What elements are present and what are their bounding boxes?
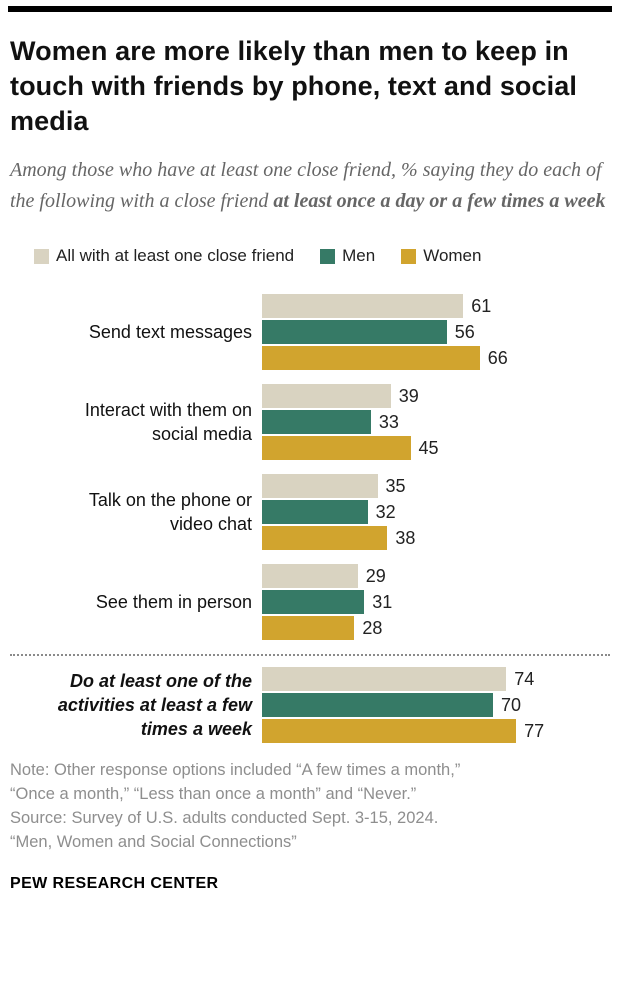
bar-women	[262, 719, 517, 744]
bar-value-men: 31	[372, 591, 393, 612]
bar-rows: 35 32 38	[262, 474, 610, 551]
bar-row-men: 56	[262, 320, 610, 345]
bar-value-women: 28	[362, 617, 383, 638]
legend-swatch-men	[320, 248, 336, 264]
bar-rows: 29 31 28	[262, 564, 610, 641]
bar-group: Talk on the phone or video chat 35 32 38	[10, 474, 610, 551]
bar-group: Do at least one of the activities at lea…	[10, 667, 610, 744]
bar-value-men: 32	[375, 501, 396, 522]
subtitle-plain-text: Among those who have at least one close …	[10, 159, 602, 212]
note-line: “Once a month,” “Less than once a month”…	[10, 784, 417, 803]
bar-women	[262, 616, 355, 641]
bar-women	[262, 346, 480, 371]
bar-value-women: 38	[395, 527, 416, 548]
bar-row-all: 74	[262, 667, 610, 692]
bar-row-women: 28	[262, 616, 610, 641]
bar-women	[262, 526, 388, 551]
bar-row-all: 29	[262, 564, 610, 589]
legend-item-all: All with at least one close friend	[34, 246, 294, 266]
bar-all	[262, 384, 391, 409]
bar-men	[262, 410, 371, 435]
bar-women	[262, 436, 411, 461]
bar-value-men: 33	[378, 411, 399, 432]
top-rule	[8, 6, 612, 12]
bar-all	[262, 564, 358, 589]
bar-value-all: 61	[471, 295, 492, 316]
chart-subtitle: Among those who have at least one close …	[10, 155, 610, 216]
bar-men	[262, 500, 368, 525]
category-label: See them in person	[95, 591, 252, 612]
bar-row-women: 38	[262, 526, 610, 551]
pew-research-center-logo: PEW RESEARCH CENTER	[10, 874, 219, 892]
bar-row-men: 32	[262, 500, 610, 525]
dotted-separator	[10, 654, 610, 657]
bar-value-all: 35	[385, 475, 406, 496]
legend-swatch-all	[34, 248, 49, 264]
bar-row-women: 45	[262, 436, 610, 461]
bar-value-men: 70	[501, 694, 522, 715]
bar-all	[262, 294, 464, 319]
bar-rows: 74 70 77	[262, 667, 610, 744]
category-label: Send text messages	[88, 321, 252, 342]
page-title: Women are more likely than men to keep i…	[10, 36, 577, 137]
legend-item-men: Men	[320, 246, 375, 266]
bar-value-women: 77	[524, 720, 545, 741]
bar-rows: 39 33 45	[262, 384, 610, 461]
bar-row-all: 61	[262, 294, 610, 319]
bar-value-men: 56	[454, 321, 475, 342]
category-label: Talk on the phone or video chat	[88, 489, 252, 535]
note-line: Source: Survey of U.S. adults conducted …	[10, 808, 439, 827]
category-label: Do at least one of the activities at lea…	[57, 670, 252, 740]
bar-row-all: 39	[262, 384, 610, 409]
bar-row-men: 33	[262, 410, 610, 435]
bar-row-men: 31	[262, 590, 610, 615]
note-line: “Men, Women and Social Connections”	[10, 832, 297, 851]
bar-row-all: 35	[262, 474, 610, 499]
bar-chart: Send text messages 61 56 66 Interact with th…	[10, 294, 610, 744]
legend: All with at least one close friend Men Wom…	[10, 246, 610, 266]
bar-group: Interact with them on social media 39 33 45	[10, 384, 610, 461]
bar-all	[262, 667, 507, 692]
bar-value-all: 74	[514, 668, 535, 689]
bar-value-all: 29	[365, 565, 386, 586]
legend-label-women: Women	[423, 246, 482, 266]
bar-row-women: 77	[262, 719, 610, 744]
chart-card: Women are more likely than men to keep i…	[0, 34, 620, 893]
bar-row-men: 70	[262, 693, 610, 718]
legend-swatch-women	[401, 248, 417, 264]
bar-group: See them in person 29 31 28	[10, 564, 610, 641]
source-note: Note: Other response options included “A…	[10, 759, 610, 855]
category-label: Interact with them on social media	[84, 399, 252, 445]
note-line: Note: Other response options included “A…	[10, 761, 461, 780]
bar-value-all: 39	[398, 385, 419, 406]
legend-item-women: Women	[401, 246, 481, 266]
bar-men	[262, 590, 365, 615]
subtitle-bold-text: at least once a day or a few times a wee…	[273, 189, 606, 212]
legend-label-all: All with at least one close friend	[56, 246, 295, 266]
bar-group: Send text messages 61 56 66	[10, 294, 610, 371]
bar-men	[262, 693, 493, 718]
bar-row-women: 66	[262, 346, 610, 371]
bar-value-women: 66	[487, 347, 508, 368]
legend-label-men: Men	[342, 246, 376, 266]
bar-men	[262, 320, 447, 345]
bar-all	[262, 474, 378, 499]
bar-rows: 61 56 66	[262, 294, 610, 371]
bar-value-women: 45	[418, 437, 439, 458]
